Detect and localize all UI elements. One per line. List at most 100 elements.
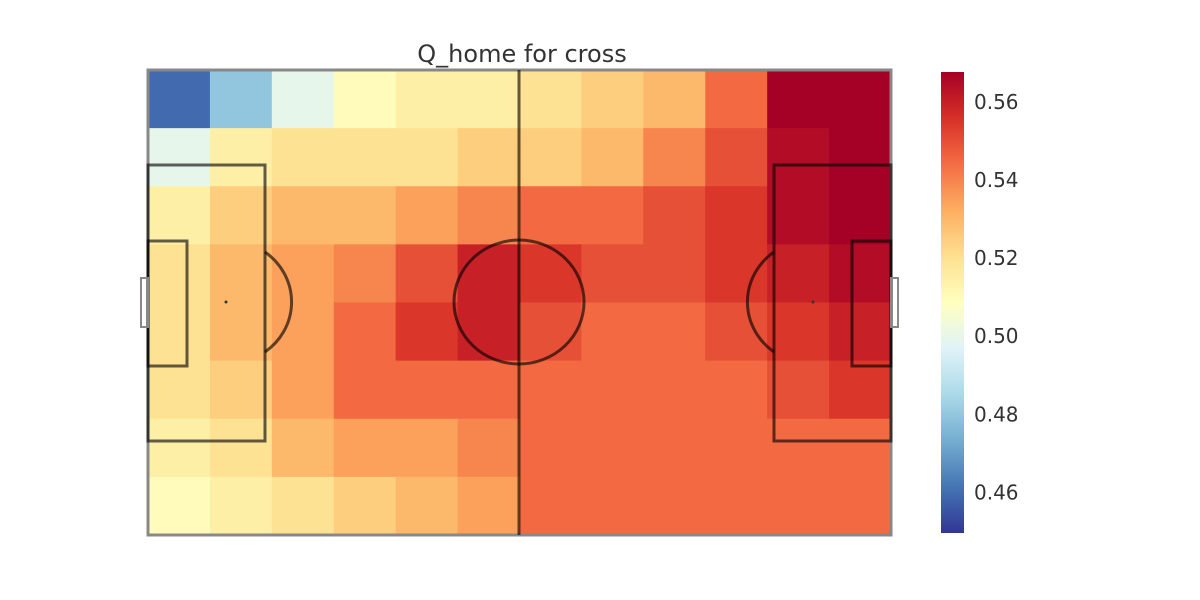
heat-cell [643, 70, 706, 129]
heat-cell [271, 70, 335, 129]
heat-cell [333, 186, 397, 245]
heat-cell [767, 418, 830, 478]
heat-cell [829, 418, 892, 478]
heat-cell [148, 360, 211, 420]
colorbar [941, 72, 964, 533]
heat-cell [519, 128, 582, 187]
heat-cell [395, 70, 459, 129]
heat-cell [395, 244, 459, 303]
heat-cell [581, 476, 644, 536]
heat-cell [209, 418, 273, 478]
penalty-spot [224, 300, 228, 304]
heat-cell [705, 360, 768, 420]
heat-cell [333, 476, 397, 536]
heat-cell [271, 244, 335, 303]
heat-cell [767, 302, 830, 362]
heat-cell [643, 244, 706, 303]
heat-cell [581, 418, 644, 478]
heat-cell [271, 302, 335, 362]
heat-cell [767, 360, 830, 420]
heat-cell [333, 128, 397, 187]
heat-cell [209, 476, 273, 536]
heat-cell [705, 244, 768, 303]
heat-cell [829, 360, 892, 420]
heat-cell [271, 360, 335, 420]
heat-cell [457, 360, 520, 420]
heat-cell [829, 302, 892, 362]
heat-cell [705, 418, 768, 478]
heat-cell [581, 128, 644, 187]
heat-cell [643, 418, 706, 478]
heat-cell [457, 476, 520, 536]
heat-cell [209, 186, 273, 245]
heat-cell [457, 302, 520, 362]
heat-cell [519, 244, 582, 303]
heat-cell [209, 360, 273, 420]
penalty-arc [746, 250, 775, 354]
heat-cell [829, 476, 892, 536]
heat-cell [457, 418, 520, 478]
heat-cell [643, 128, 706, 187]
heat-cell [581, 302, 644, 362]
heat-cell [767, 128, 830, 187]
penalty-spot [811, 300, 815, 304]
heat-cell [271, 186, 335, 245]
heat-cell [519, 418, 582, 478]
heat-cell [333, 360, 397, 420]
center-circle [452, 238, 586, 366]
heat-cell [148, 418, 211, 478]
heat-cell [829, 244, 892, 303]
goal [890, 277, 899, 328]
heat-cell [271, 476, 335, 536]
heat-cell [457, 186, 520, 245]
colorbar-tick-label: 0.48 [974, 402, 1019, 426]
penalty-arc [264, 250, 293, 354]
heat-cell [581, 70, 644, 129]
heat-cell [519, 476, 582, 536]
heat-cell [209, 128, 273, 187]
heat-cell [705, 476, 768, 536]
heat-cell [271, 418, 335, 478]
heat-cell [705, 128, 768, 187]
heat-cell [643, 476, 706, 536]
heatmap [148, 70, 892, 536]
heat-cell [148, 476, 211, 536]
heat-cell [395, 360, 459, 420]
colorbar-tick-label: 0.56 [974, 90, 1019, 114]
heat-cell [148, 70, 211, 129]
heat-cell [333, 418, 397, 478]
heat-cell [209, 70, 273, 129]
heat-cell [705, 186, 768, 245]
colorbar-tick-label: 0.46 [974, 480, 1019, 504]
pitch-lines [140, 68, 899, 537]
heat-cell [395, 302, 459, 362]
heat-cell [333, 244, 397, 303]
heat-cell [829, 186, 892, 245]
heat-cell [395, 186, 459, 245]
heat-cell [333, 302, 397, 362]
heat-cell [643, 302, 706, 362]
heat-cell [148, 186, 211, 245]
heat-cell [581, 360, 644, 420]
colorbar-tick-label: 0.54 [974, 168, 1019, 192]
heat-cell [395, 476, 459, 536]
heat-cell [767, 186, 830, 245]
heat-cell [767, 70, 830, 129]
heat-cell [705, 70, 768, 129]
heat-cell [829, 70, 892, 129]
heat-cell [209, 244, 273, 303]
heat-cell [519, 302, 582, 362]
heat-cell [209, 302, 273, 362]
heat-cell [148, 128, 211, 187]
colorbar-tick-label: 0.52 [974, 246, 1019, 270]
heat-cell [643, 186, 706, 245]
heat-cell [457, 128, 520, 187]
heat-cell [457, 244, 520, 303]
heat-cell [705, 302, 768, 362]
heat-cell [333, 70, 397, 129]
heat-cell [767, 476, 830, 536]
heat-cell [395, 418, 459, 478]
goal [140, 277, 149, 328]
heat-cell [581, 244, 644, 303]
